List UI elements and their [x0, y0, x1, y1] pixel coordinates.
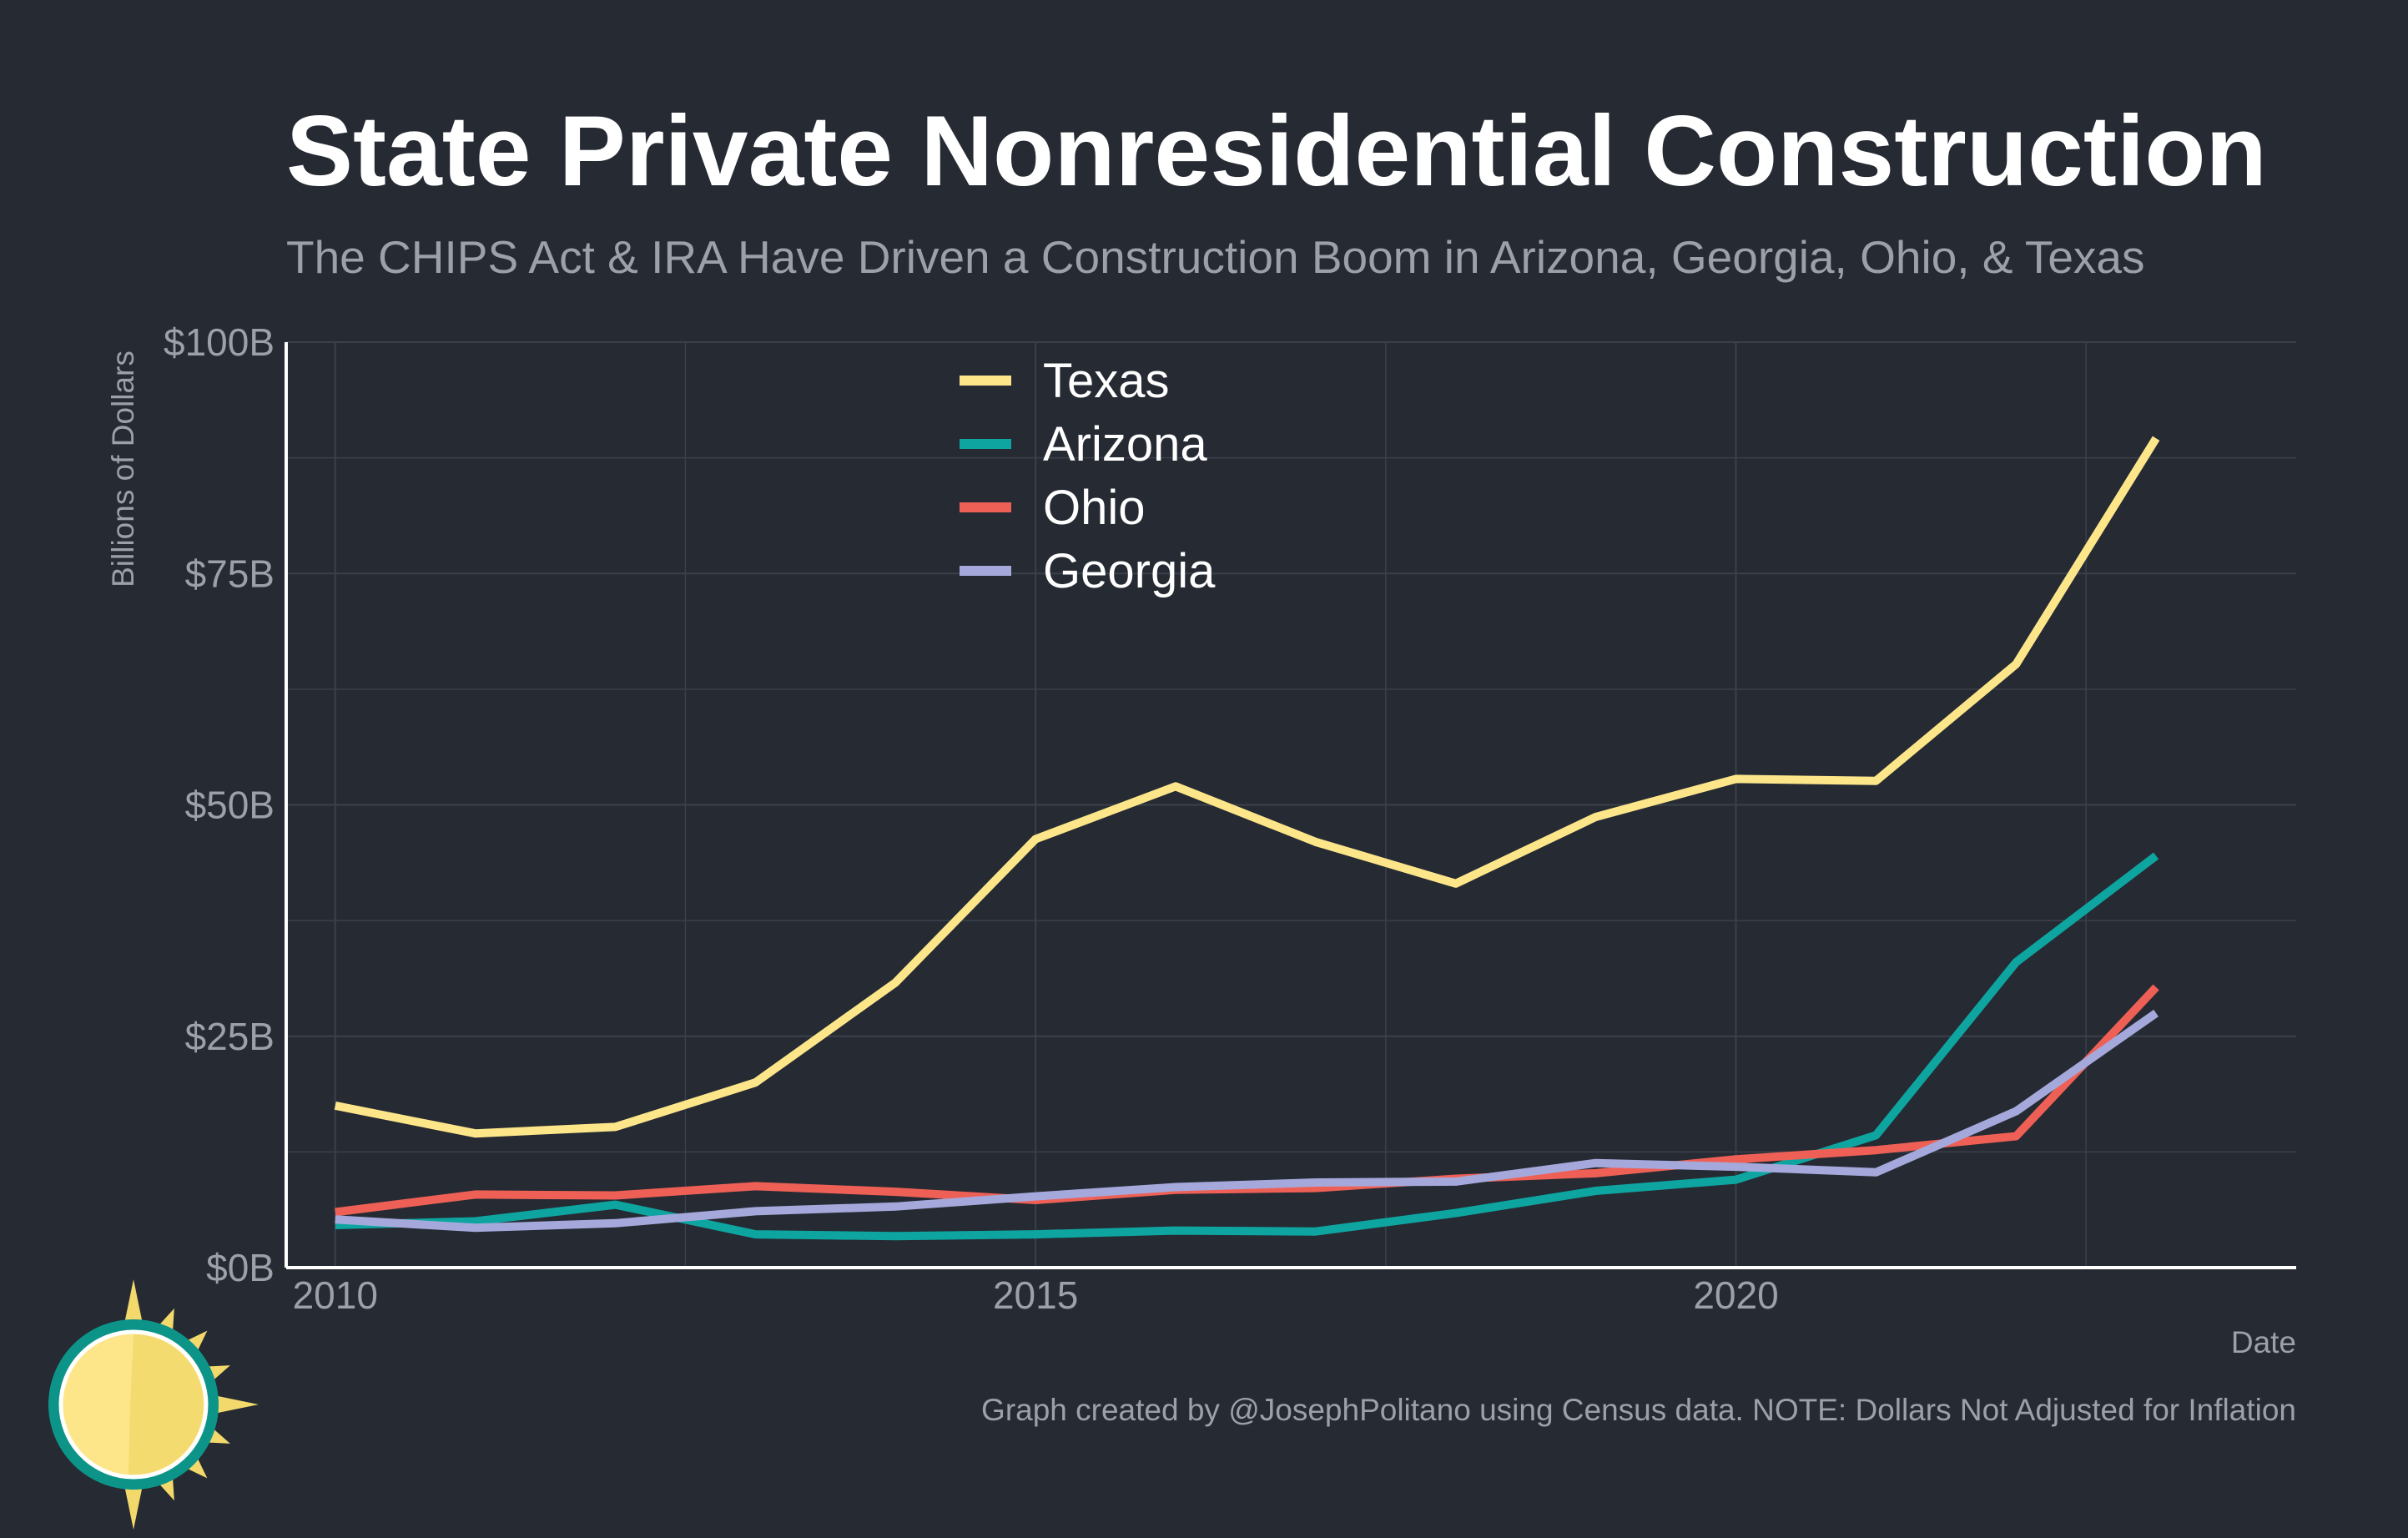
series-lines — [334, 436, 2160, 1241]
y-tick-labels: $0B $25B $50B $75B $100B — [164, 320, 275, 1289]
y-tick-label: $25B — [185, 1015, 275, 1058]
legend-label: Arizona — [1043, 417, 1207, 471]
series-line-texas — [334, 436, 2160, 1138]
y-tick-label: $100B — [164, 320, 275, 364]
y-tick-label: $0B — [206, 1246, 275, 1289]
chart-subtitle: The CHIPS Act & IRA Have Driven a Constr… — [286, 231, 2145, 283]
x-tick-label: 2015 — [993, 1273, 1078, 1317]
legend: Texas Arizona Ohio Georgia — [960, 354, 1216, 598]
series-line-ohio — [335, 984, 2159, 1217]
series-line-georgia — [335, 1009, 2159, 1233]
sun-ray — [123, 1479, 144, 1530]
y-tick-label: $75B — [185, 552, 275, 595]
series-line-arizona — [335, 852, 2159, 1241]
legend-label: Georgia — [1043, 544, 1216, 598]
y-axis-label: Billions of Dollars — [106, 350, 140, 587]
sun-ray — [123, 1279, 144, 1330]
x-tick-labels: 2010 2015 2020 — [293, 1273, 1779, 1317]
x-tick-label: 2020 — [1693, 1273, 1778, 1317]
sun-logo-icon — [48, 1279, 259, 1530]
legend-label: Texas — [1043, 354, 1170, 408]
grid — [286, 341, 2296, 1268]
legend-label: Ohio — [1043, 481, 1146, 535]
y-tick-label: $50B — [185, 784, 275, 827]
chart-title: State Private Nonresidential Constructio… — [286, 95, 2267, 207]
chart-caption: Graph created by @JosephPolitano using C… — [981, 1393, 2296, 1427]
x-tick-label: 2010 — [293, 1273, 378, 1317]
axes — [285, 342, 2296, 1269]
sun-ray — [208, 1394, 259, 1415]
x-axis-label: Date — [2231, 1325, 2296, 1359]
